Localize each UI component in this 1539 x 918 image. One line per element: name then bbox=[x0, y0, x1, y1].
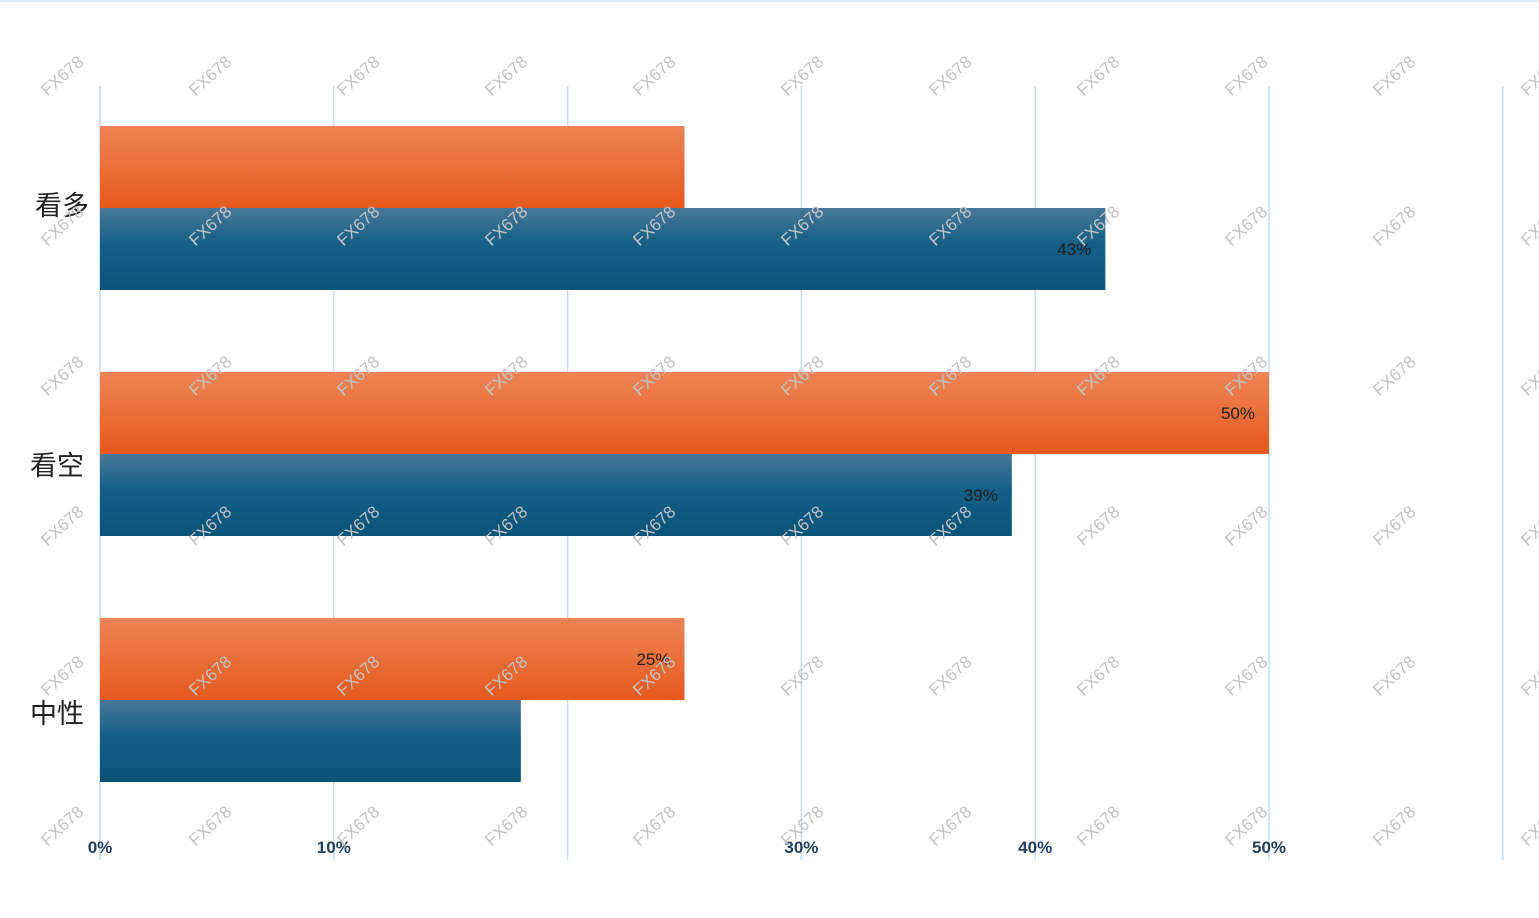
bar bbox=[100, 372, 1269, 454]
watermark-text: FX678 bbox=[777, 52, 827, 100]
watermark-text: FX678 bbox=[185, 52, 235, 100]
watermark-text: FX678 bbox=[481, 52, 531, 100]
watermark-text: FX678 bbox=[1517, 802, 1539, 850]
bar bbox=[100, 618, 685, 700]
data-label: 39% bbox=[964, 486, 998, 505]
watermark-text: FX678 bbox=[1221, 52, 1271, 100]
watermark-text: FX678 bbox=[1073, 502, 1123, 550]
category-label: 中性 bbox=[30, 699, 84, 730]
watermark-text: FX678 bbox=[925, 652, 975, 700]
watermark-text: FX678 bbox=[1073, 652, 1123, 700]
watermark-text: FX678 bbox=[1517, 502, 1539, 550]
watermark-text: FX678 bbox=[333, 52, 383, 100]
bar bbox=[100, 208, 1106, 290]
x-tick-label: 50% bbox=[1252, 838, 1286, 857]
watermark-text: FX678 bbox=[1369, 352, 1419, 400]
watermark-text: FX678 bbox=[1517, 352, 1539, 400]
data-labels: 43% 50% 39% 25% bbox=[636, 240, 1255, 669]
watermark-text: FX678 bbox=[1221, 202, 1271, 250]
watermark-text: FX678 bbox=[481, 802, 531, 850]
watermark-text: FX678 bbox=[185, 802, 235, 850]
watermark-text: FX678 bbox=[37, 652, 87, 700]
watermark-text: FX678 bbox=[925, 52, 975, 100]
watermark-text: FX678 bbox=[1073, 802, 1123, 850]
watermark-text: FX678 bbox=[629, 52, 679, 100]
top-border bbox=[0, 0, 1539, 2]
watermark-text: FX678 bbox=[37, 352, 87, 400]
bar bbox=[100, 700, 521, 782]
watermark-text: FX678 bbox=[1517, 202, 1539, 250]
watermark-text: FX678 bbox=[1369, 202, 1419, 250]
x-tick-label: 40% bbox=[1018, 838, 1052, 857]
watermark-text: FX678 bbox=[1221, 652, 1271, 700]
watermark-text: FX678 bbox=[37, 802, 87, 850]
watermark-text: FX678 bbox=[1073, 52, 1123, 100]
x-tick-label: 0% bbox=[88, 838, 113, 857]
watermark-text: FX678 bbox=[333, 802, 383, 850]
watermark-text: FX678 bbox=[1369, 802, 1419, 850]
watermark-text: FX678 bbox=[1369, 502, 1419, 550]
watermark-text: FX678 bbox=[1517, 652, 1539, 700]
category-label: 看空 bbox=[30, 451, 84, 482]
data-label: 43% bbox=[1057, 240, 1091, 259]
x-tick-label: 10% bbox=[317, 838, 351, 857]
watermark-text: FX678 bbox=[629, 802, 679, 850]
watermark-text: FX678 bbox=[1369, 52, 1419, 100]
watermark-text: FX678 bbox=[1517, 52, 1539, 100]
watermark-text: FX678 bbox=[37, 52, 87, 100]
data-label: 50% bbox=[1221, 404, 1255, 423]
watermark-text: FX678 bbox=[37, 502, 87, 550]
x-tick-label: 30% bbox=[784, 838, 818, 857]
bar bbox=[100, 454, 1012, 536]
watermark-text: FX678 bbox=[925, 802, 975, 850]
watermark-text: FX678 bbox=[1369, 652, 1419, 700]
bars bbox=[100, 126, 1269, 782]
data-label: 25% bbox=[636, 650, 670, 669]
category-label: 看多 bbox=[35, 191, 89, 222]
watermark-text: FX678 bbox=[777, 652, 827, 700]
bar bbox=[100, 126, 685, 208]
watermark-text: FX678 bbox=[1221, 502, 1271, 550]
